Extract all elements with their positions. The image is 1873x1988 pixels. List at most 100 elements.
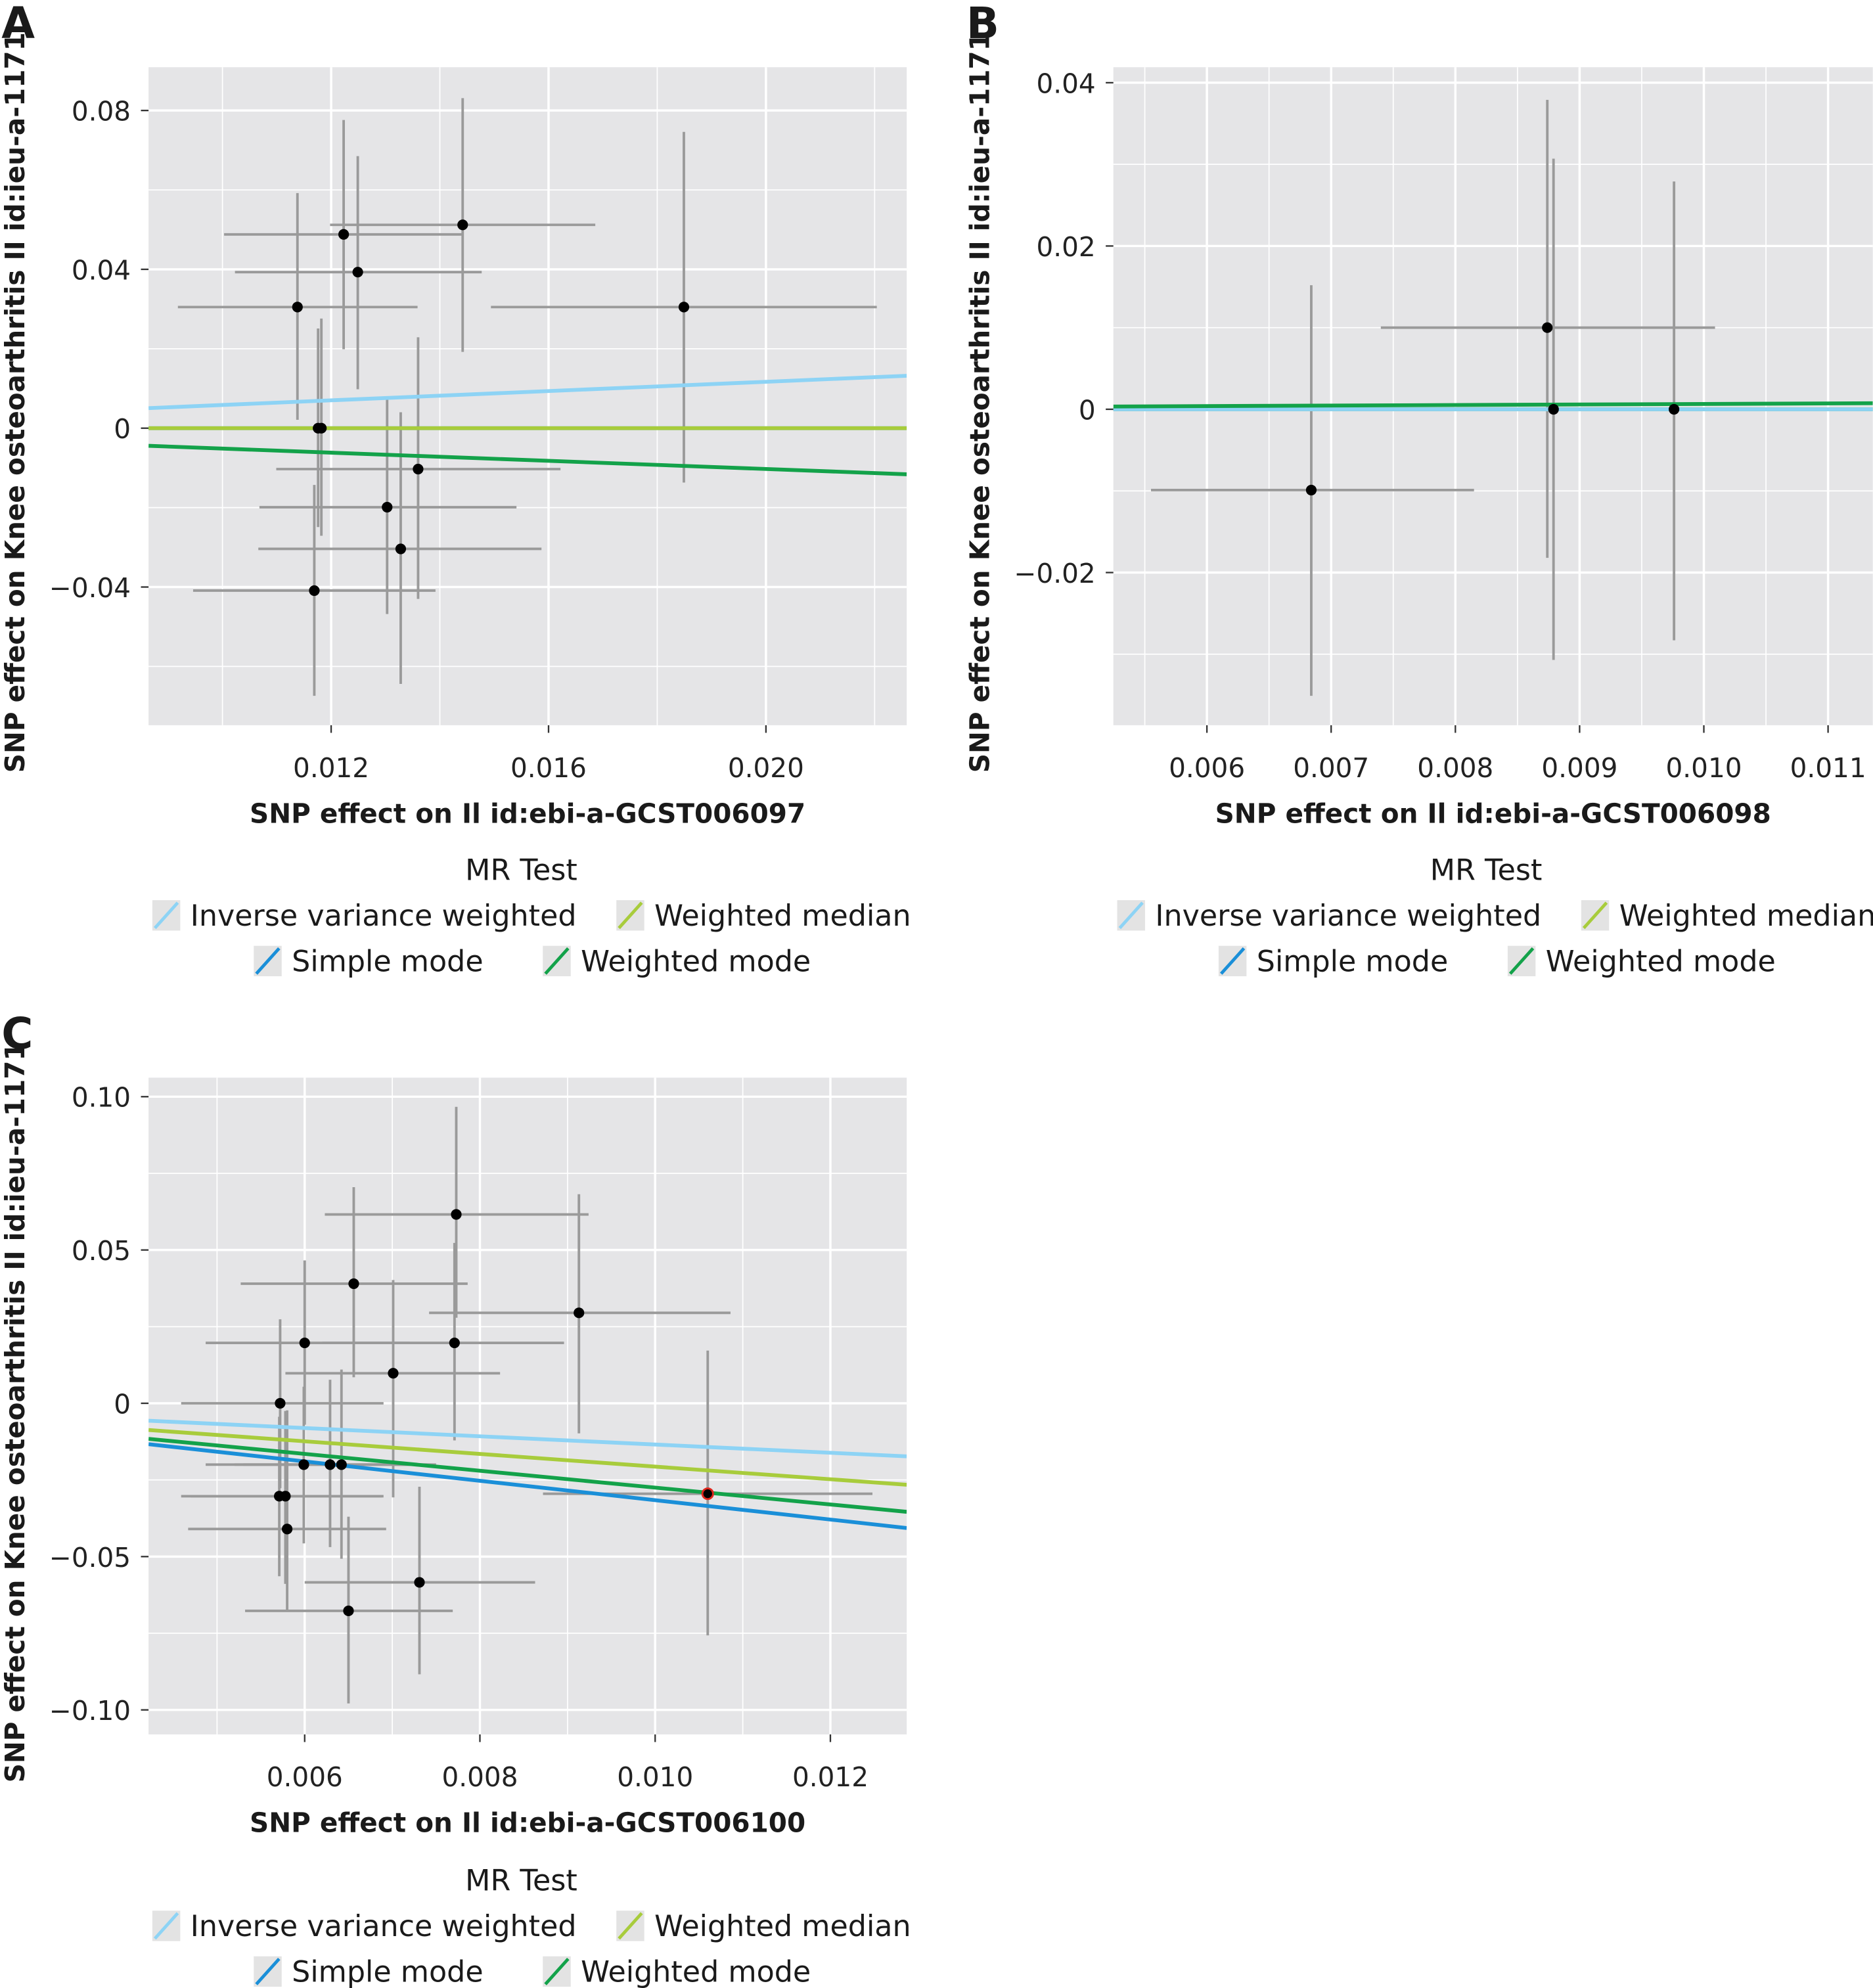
plot-marks (148, 1106, 907, 1704)
snp-point (309, 585, 320, 597)
mr-line-inverse-variance-weighted (148, 374, 907, 411)
x-tick-label: 0.016 (510, 752, 587, 784)
snp-point (280, 1491, 291, 1502)
x-tick-label: 0.008 (442, 1761, 518, 1793)
y-axis-title: SNP effect on Knee osteoarthritis II id:… (0, 32, 31, 773)
legend: MR Test Inverse variance weighted Weighted… (1117, 853, 1873, 978)
snp-point (414, 1577, 425, 1588)
y-tick-label: 0.04 (72, 254, 131, 286)
snp-point (388, 1368, 399, 1379)
plot-marks (1113, 99, 1873, 696)
snp-point (292, 302, 303, 313)
legend-item: Weighted mode (543, 1955, 811, 1988)
legend-item: Simple mode (254, 1955, 484, 1988)
legend-label: Weighted mode (581, 945, 811, 978)
y-tick-label: 0 (114, 413, 131, 445)
y-tick-label: −0.04 (49, 572, 131, 604)
x-tick-label: 0.007 (1293, 752, 1369, 784)
snp-point (678, 302, 690, 313)
legend-label: Weighted median (654, 1910, 911, 1943)
x-tick-label: 0.010 (617, 1761, 693, 1793)
y-tick-label: 0.02 (1036, 231, 1095, 263)
mr-line-weighted-mode (148, 443, 907, 476)
legend-line-icon (618, 901, 643, 930)
snp-point (574, 1307, 585, 1319)
snp-point (382, 501, 393, 513)
y-axis-title: SNP effect on Knee osteoarthritis II id:… (0, 1042, 31, 1782)
y-tick-label: 0.04 (1036, 68, 1095, 99)
legend-label: Weighted mode (1546, 945, 1776, 978)
legend-line-icon (1219, 947, 1246, 975)
plot-background (1113, 67, 1873, 725)
snp-point (281, 1524, 293, 1535)
snp-point (298, 1459, 309, 1470)
x-tick-label: 0.020 (728, 752, 804, 784)
snp-point (352, 267, 363, 278)
legend-label: Weighted mode (581, 1955, 811, 1988)
y-tick-label: −0.05 (49, 1542, 131, 1573)
legend-item: Inverse variance weighted (1117, 899, 1541, 933)
x-tick-label: 0.006 (267, 1761, 343, 1793)
panel-letter: B (966, 0, 999, 49)
legend-label: Inverse variance weighted (1155, 899, 1541, 933)
legend-label: Simple mode (1257, 945, 1448, 978)
y-tick-label: 0 (1079, 394, 1096, 426)
legend-item: Weighted median (616, 1910, 911, 1943)
x-tick-label: 0.012 (792, 1761, 869, 1793)
x-axis-title: SNP effect on Il id:ebi-a-GCST006100 (250, 1807, 805, 1839)
x-axis-title: SNP effect on Il id:ebi-a-GCST006097 (250, 798, 805, 829)
mr-line-weighted-mode (148, 1437, 907, 1514)
mr-line-weighted-median (148, 1428, 907, 1487)
snp-point (457, 219, 468, 231)
legend-label: Inverse variance weighted (191, 899, 577, 933)
legend-item: Weighted mode (543, 945, 811, 978)
x-tick-label: 0.010 (1666, 752, 1742, 784)
snp-point (451, 1209, 462, 1220)
legend-item: Simple mode (254, 945, 484, 978)
snp-point (701, 1487, 714, 1501)
mr-line-inverse-variance-weighted (148, 1418, 907, 1458)
legend-title: MR Test (465, 1864, 577, 1897)
snp-point (336, 1459, 347, 1470)
legend-label: Simple mode (292, 1955, 483, 1988)
mr-line-weighted-mode (1113, 401, 1873, 409)
legend-item: Inverse variance weighted (152, 899, 577, 933)
panel-C: C 0.006 0.008 0.010 0.012 0.10 0.05 0 −0.05 −0.10… (0, 1009, 911, 1988)
legend-line-icon (1508, 947, 1535, 975)
mr-line-simple-mode (148, 1442, 907, 1530)
legend-line-icon (1118, 901, 1144, 930)
x-tick-label: 0.012 (293, 752, 369, 784)
snp-point (1548, 403, 1559, 415)
panel-A: A 0.012 0.016 0.020 0.08 0.04 0 −0.04 SNP effect… (0, 0, 911, 978)
snp-point (338, 229, 350, 240)
y-tick-label: 0.10 (72, 1082, 131, 1114)
legend-line-icon (544, 947, 570, 975)
snp-point (413, 463, 424, 475)
legend-line-icon (255, 1957, 281, 1985)
legend-line-icon (153, 901, 179, 930)
snp-point (343, 1605, 354, 1617)
panel-letter: A (1, 0, 35, 49)
snp-point (449, 1337, 460, 1349)
plot-marks (148, 98, 907, 696)
legend-line-icon (1582, 901, 1608, 930)
plot-background (148, 67, 907, 725)
panel-B: B 0.006 0.007 0.008 0.009 0.010 0.011 0.04 0.02 0… (964, 0, 1873, 978)
x-tick-label: 0.011 (1790, 752, 1866, 784)
plot-background (148, 1077, 907, 1735)
legend-item: Inverse variance weighted (152, 1910, 577, 1943)
x-tick-label: 0.008 (1417, 752, 1493, 784)
y-tick-label: −0.10 (49, 1695, 131, 1727)
snp-point (1669, 403, 1680, 415)
snp-point (348, 1278, 359, 1290)
legend-label: Simple mode (292, 945, 483, 978)
legend-line-icon (618, 1912, 643, 1940)
y-tick-label: 0.08 (72, 96, 131, 127)
legend-line-icon (153, 1912, 179, 1940)
legend-line-icon (255, 947, 281, 975)
snp-point (1542, 322, 1553, 333)
y-axis-title: SNP effect on Knee osteoarthritis II id:… (964, 32, 996, 773)
legend-title: MR Test (1430, 853, 1543, 887)
legend-item: Weighted median (616, 899, 911, 933)
